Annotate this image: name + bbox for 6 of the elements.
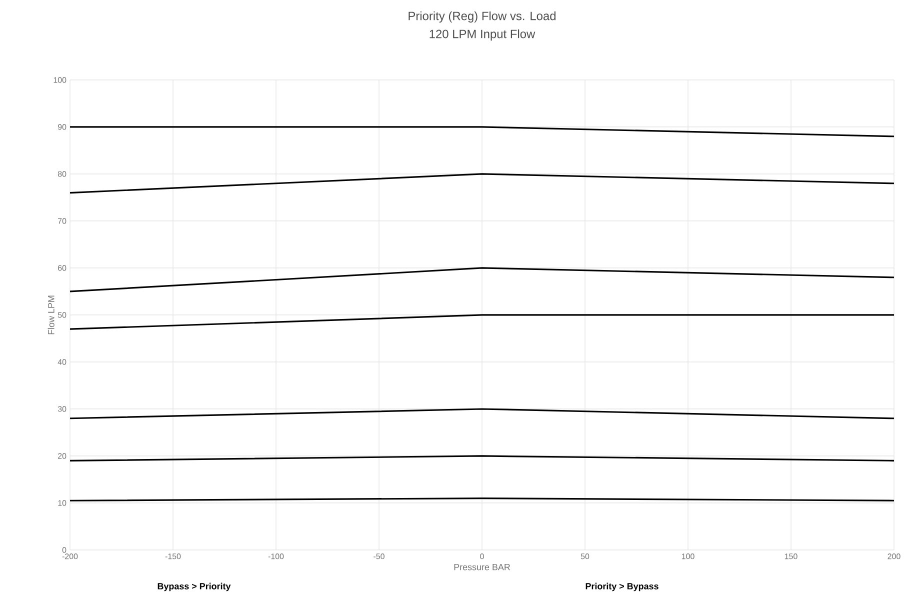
text: Bypass > Priority (158, 582, 231, 592)
text: Priority > Bypass (586, 582, 658, 592)
x-axis-title: Pressure BAR (454, 564, 510, 570)
chart-title: Priority (Reg) Flow vs. Load (408, 11, 556, 23)
y-axis-title: Flow LPM (48, 296, 54, 334)
chart-subtitle: 120 LPM Input Flow (430, 29, 536, 41)
